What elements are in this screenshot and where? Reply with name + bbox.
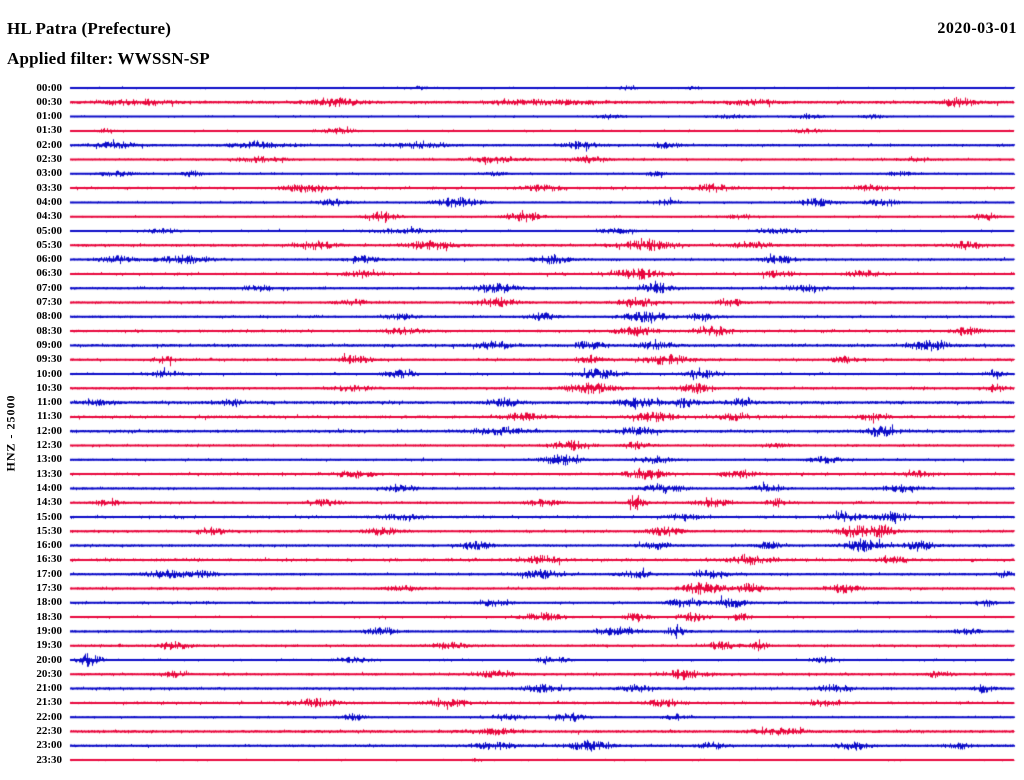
seismogram-traces [0, 0, 1024, 780]
helicorder-page: HL Patra (Prefecture) 2020-03-01 Applied… [0, 0, 1024, 780]
